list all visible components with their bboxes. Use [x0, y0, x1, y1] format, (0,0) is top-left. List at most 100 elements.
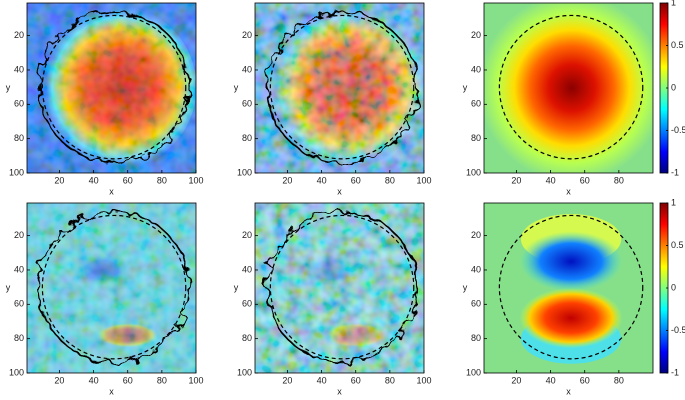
noise: [27, 3, 196, 173]
x-tick-label: 40: [89, 375, 99, 385]
dashed-circle: [498, 214, 644, 360]
x-tick-label: 20: [511, 175, 521, 185]
x-tick-label: 60: [351, 375, 361, 385]
contour: [265, 211, 419, 364]
heatmap-image: [484, 203, 653, 373]
y-tick-label: 40: [14, 64, 24, 74]
y-tick-label: 20: [242, 230, 252, 240]
y-tick-label: 40: [14, 264, 24, 274]
field-neg: [519, 231, 623, 292]
y-tick-label: 100: [466, 367, 481, 377]
y-tick-label: 40: [471, 264, 481, 274]
x-tick-label: 40: [546, 375, 556, 385]
field: [484, 3, 653, 173]
x-tick-label: 80: [157, 375, 167, 385]
dashed-circle: [269, 214, 415, 360]
x-tick-label: 100: [188, 375, 203, 385]
colorbar-tick-label: 1: [671, 197, 676, 207]
y-tick-label: 80: [14, 133, 24, 143]
x-tick-label: 20: [54, 375, 64, 385]
x-tick-label: 100: [416, 175, 431, 185]
colorbar-tick-label: -0.5: [671, 125, 685, 135]
x-axis-label: x: [566, 386, 571, 396]
contour: [265, 11, 419, 164]
colorbar-tick-label: 0: [671, 282, 676, 292]
dashed-circle: [269, 14, 415, 160]
y-tick-label: 20: [14, 230, 24, 240]
noise: [27, 203, 196, 373]
heatmap-image: [255, 203, 424, 373]
y-axis-label: y: [463, 82, 468, 92]
x-tick-label: 20: [511, 375, 521, 385]
colorbar-tick-label: 0: [671, 82, 676, 92]
y-tick-label: 100: [9, 167, 24, 177]
y-tick-label: 100: [237, 367, 252, 377]
y-axis-label: y: [6, 282, 11, 292]
x-tick-label: 80: [157, 175, 167, 185]
axes-frame: [483, 2, 654, 174]
contour: [37, 11, 191, 164]
y-tick-label: 100: [466, 167, 481, 177]
x-tick-label: 60: [351, 175, 361, 185]
axes-frame: [26, 2, 197, 174]
x-tick-label: 80: [614, 375, 624, 385]
y-tick-label: 20: [14, 30, 24, 40]
colorbar-tick-label: -0.5: [671, 325, 685, 335]
y-tick-label: 20: [471, 30, 481, 40]
y-axis-label: y: [463, 282, 468, 292]
x-tick-label: 80: [385, 375, 395, 385]
y-tick-label: 60: [14, 299, 24, 309]
x-tick-label: 60: [123, 375, 133, 385]
y-tick-label: 80: [14, 333, 24, 343]
contour: [37, 211, 191, 364]
axes-frame: [254, 2, 425, 174]
x-tick-label: 100: [188, 175, 203, 185]
y-tick-label: 60: [14, 99, 24, 109]
y-tick-label: 60: [471, 299, 481, 309]
y-axis-label: y: [234, 282, 239, 292]
noise: [255, 203, 424, 373]
x-axis-label: x: [109, 386, 114, 396]
heatmap-image: [255, 3, 424, 173]
colorbar-tick-label: -1: [671, 367, 679, 377]
axes-frame: [254, 202, 425, 374]
y-axis-label: y: [6, 82, 11, 92]
axes-frame: [483, 202, 654, 374]
y-tick-label: 80: [471, 333, 481, 343]
y-tick-label: 80: [242, 333, 252, 343]
y-tick-label: 100: [9, 367, 24, 377]
dashed-circle: [41, 214, 187, 360]
colorbar-tick-label: -1: [671, 167, 679, 177]
y-tick-label: 40: [242, 264, 252, 274]
y-tick-label: 60: [242, 299, 252, 309]
colorbar-tick-label: 0.5: [671, 240, 684, 250]
heatmap-image: [27, 3, 196, 173]
dashed-circle: [498, 14, 644, 160]
y-tick-label: 20: [242, 30, 252, 40]
x-tick-label: 60: [580, 375, 590, 385]
y-tick-label: 60: [471, 99, 481, 109]
x-tick-label: 60: [580, 175, 590, 185]
x-axis-label: x: [109, 186, 114, 196]
y-tick-label: 40: [471, 64, 481, 74]
x-tick-label: 20: [54, 175, 64, 185]
x-tick-label: 20: [282, 175, 292, 185]
x-axis-label: x: [566, 186, 571, 196]
x-tick-label: 100: [416, 375, 431, 385]
x-tick-label: 40: [317, 375, 327, 385]
heatmap-image: [27, 203, 196, 373]
y-tick-label: 80: [242, 133, 252, 143]
y-tick-label: 20: [471, 230, 481, 240]
x-tick-label: 20: [282, 375, 292, 385]
colorbar-tick-label: 1: [671, 0, 676, 7]
colorbar-tick-label: 0.5: [671, 40, 684, 50]
x-tick-label: 60: [123, 175, 133, 185]
x-tick-label: 40: [317, 175, 327, 185]
axes-frame: [26, 202, 197, 374]
y-tick-label: 100: [237, 167, 252, 177]
x-axis-label: x: [337, 386, 342, 396]
dashed-circle: [41, 14, 187, 160]
y-tick-label: 80: [471, 133, 481, 143]
y-axis-label: y: [234, 82, 239, 92]
